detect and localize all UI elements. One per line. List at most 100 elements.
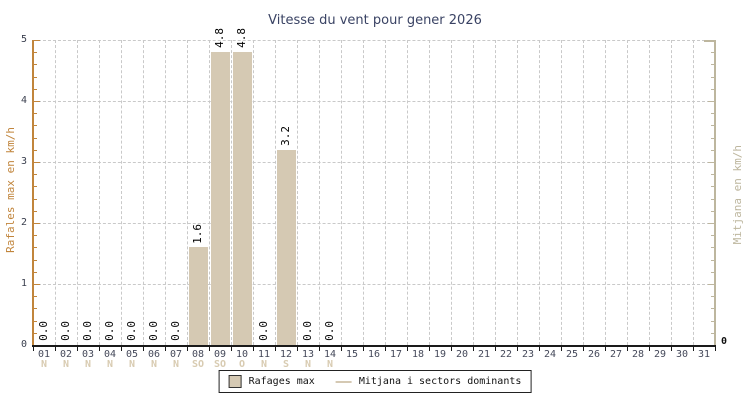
y2-axis-tick [708,284,714,285]
legend: Rafages max Mitjana i sectors dominants [218,370,532,393]
y-axis-tick [34,198,37,200]
x-axis-tick [363,347,364,351]
v-gridline [429,40,430,345]
v-gridline [319,40,320,345]
y2-axis-tick [711,64,714,66]
bar-value-label: 4.8 [213,28,226,49]
x-axis-tick [517,347,518,351]
x-tick-label: 30 [675,349,689,360]
x-tick-label: 11 [257,349,271,360]
bar-value-label: 0.0 [323,321,336,341]
y-tick-label: 3 [20,156,27,167]
x-tick-label: 01 [37,349,51,360]
y2-axis-tick [711,174,714,176]
x-axis-tick [693,347,694,351]
x-tick-label: 06 [147,349,161,360]
x-axis-tick [583,347,584,351]
bar [188,247,208,345]
x-tick-label: 29 [653,349,667,360]
v-gridline [649,40,650,345]
v-gridline [627,40,628,345]
y2-axis-tick [711,296,714,298]
x-axis-tick [253,347,254,351]
y2-axis-tick [711,137,714,139]
y-axis-tick [34,40,40,41]
y-axis-tick [34,52,37,54]
v-gridline [539,40,540,345]
wind-direction-label: N [150,359,158,370]
y2-axis-tick [708,40,714,41]
y2-axis-tick [711,247,714,249]
y2-axis-tick [711,271,714,273]
x-tick-label: 17 [389,349,403,360]
y2-axis-tick [711,332,714,334]
x-tick-label: 20 [455,349,469,360]
y2-axis-tick [711,308,714,310]
v-gridline [473,40,474,345]
x-axis-tick [165,347,166,351]
wind-direction-label: N [260,359,268,370]
right-axis-cap [704,40,716,42]
y-axis-tick [34,320,37,322]
line-legend-label: Mitjana i sectors dominants [358,376,522,387]
x-axis-tick [33,347,34,351]
wind-direction-label: N [106,359,114,370]
right-axis-line [714,40,716,347]
x-tick-label: 19 [433,349,447,360]
h-gridline [33,284,715,285]
x-axis-tick [209,347,210,351]
y-axis-tick [34,113,37,115]
y2-tick-label: 0 [721,336,728,347]
y-axis-tick [34,284,40,285]
wind-direction-label: N [172,359,180,370]
y-axis-tick [34,271,37,273]
x-tick-label: 23 [521,349,535,360]
bar-value-label: 0.0 [81,321,94,341]
x-axis-tick [649,347,650,351]
wind-direction-label: S [282,359,290,370]
y2-axis-tick [711,88,714,90]
x-tick-label: 24 [543,349,557,360]
y-axis-tick [34,125,37,127]
bar-legend-label: Rafages max [248,376,315,387]
x-axis-tick [473,347,474,351]
x-tick-label: 18 [411,349,425,360]
x-axis-tick [231,347,232,351]
x-tick-label: 02 [59,349,73,360]
y-axis-tick [34,223,40,224]
v-gridline [363,40,364,345]
bar-legend-swatch-icon [228,375,242,388]
x-tick-label: 25 [565,349,579,360]
wind-direction-label: N [304,359,312,370]
h-gridline [33,223,715,224]
v-gridline [187,40,188,345]
x-tick-label: 08 [191,349,205,360]
x-axis-tick [77,347,78,351]
v-gridline [55,40,56,345]
y-axis-tick [34,296,37,298]
x-tick-label: 04 [103,349,117,360]
y2-axis-tick [711,198,714,200]
h-gridline [33,40,715,41]
x-tick-label: 31 [697,349,711,360]
bar [210,52,230,345]
y-axis-tick [34,332,37,334]
v-gridline [77,40,78,345]
y-axis-tick [34,149,37,151]
wind-direction-label: N [128,359,136,370]
v-gridline [275,40,276,345]
y-axis-tick [34,174,37,176]
v-gridline [121,40,122,345]
v-gridline [451,40,452,345]
bar-value-label: 0.0 [59,321,72,341]
x-axis-tick [407,347,408,351]
x-axis-tick [121,347,122,351]
y2-axis-tick [708,162,714,163]
x-tick-label: 09 [213,349,227,360]
y-tick-label: 4 [20,95,27,106]
x-tick-label: 13 [301,349,315,360]
x-axis-tick [319,347,320,351]
y-axis-tick [34,186,37,188]
bar [232,52,252,345]
v-gridline [165,40,166,345]
